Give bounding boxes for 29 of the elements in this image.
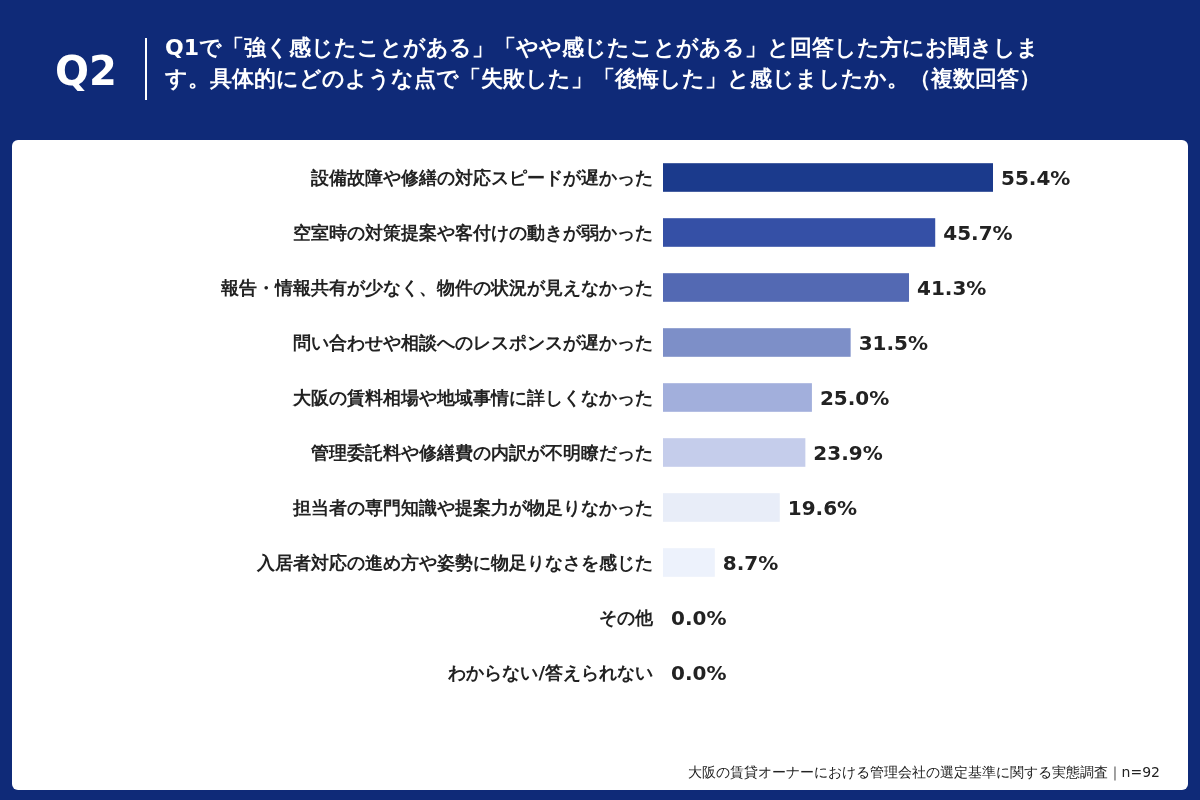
y-tick-label: その他 — [599, 606, 654, 628]
chart-title: Q1で「強く感じたことがある」「やや感じたことがある」と回答した方にお聞きします。具体的にどのような点で「失敗した」「後悔した」と感じましたか。（複数回答） — [165, 34, 1042, 93]
y-tick-label: 設備故障や修繕の対応スピードが遅かった — [310, 166, 653, 188]
data-label: 0.0% — [671, 605, 727, 630]
y-tick-label: 問い合わせや相談へのレスポンスが遅かった — [293, 331, 653, 353]
y-tick-label: 担当者の専門知識や提案力が物足りなかった — [292, 496, 653, 518]
data-label: 41.3% — [917, 275, 987, 300]
text: Q2 — [55, 48, 117, 94]
y-tick-label: 空室時の対策提案や客付けの動きが弱かった — [293, 221, 653, 243]
data-label: 45.7% — [943, 220, 1013, 245]
data-label: 55.4% — [1001, 165, 1071, 190]
data-label: 23.9% — [813, 440, 883, 465]
y-tick-label: 大阪の賃料相場や地域事情に詳しくなかった — [292, 386, 653, 408]
data-label: 19.6% — [787, 495, 858, 520]
bar — [663, 438, 806, 467]
bar — [663, 383, 812, 412]
y-tick-label: 入居者対応の進め方や姿勢に物足りなさを感じた — [256, 551, 653, 573]
y-tick-label: 管理委託料や修繕費の内訳が不明瞭だった — [310, 441, 653, 463]
y-tick-label: わからない/答えられない — [447, 661, 653, 683]
bar — [663, 163, 993, 192]
data-label: 31.5% — [858, 330, 929, 355]
bar — [663, 218, 936, 247]
data-label: 25.0% — [819, 385, 890, 410]
bar — [663, 328, 851, 357]
bar — [663, 273, 910, 302]
data-label: 0.0% — [671, 660, 727, 685]
text: 大阪の賃貸オーナーにおける管理会社の選定基準に関する実態調査｜n=92 — [687, 764, 1160, 781]
data-label: 8.7% — [722, 550, 779, 575]
y-tick-label: 報告・情報共有が少なく、物件の状況が見えなかった — [220, 276, 653, 298]
